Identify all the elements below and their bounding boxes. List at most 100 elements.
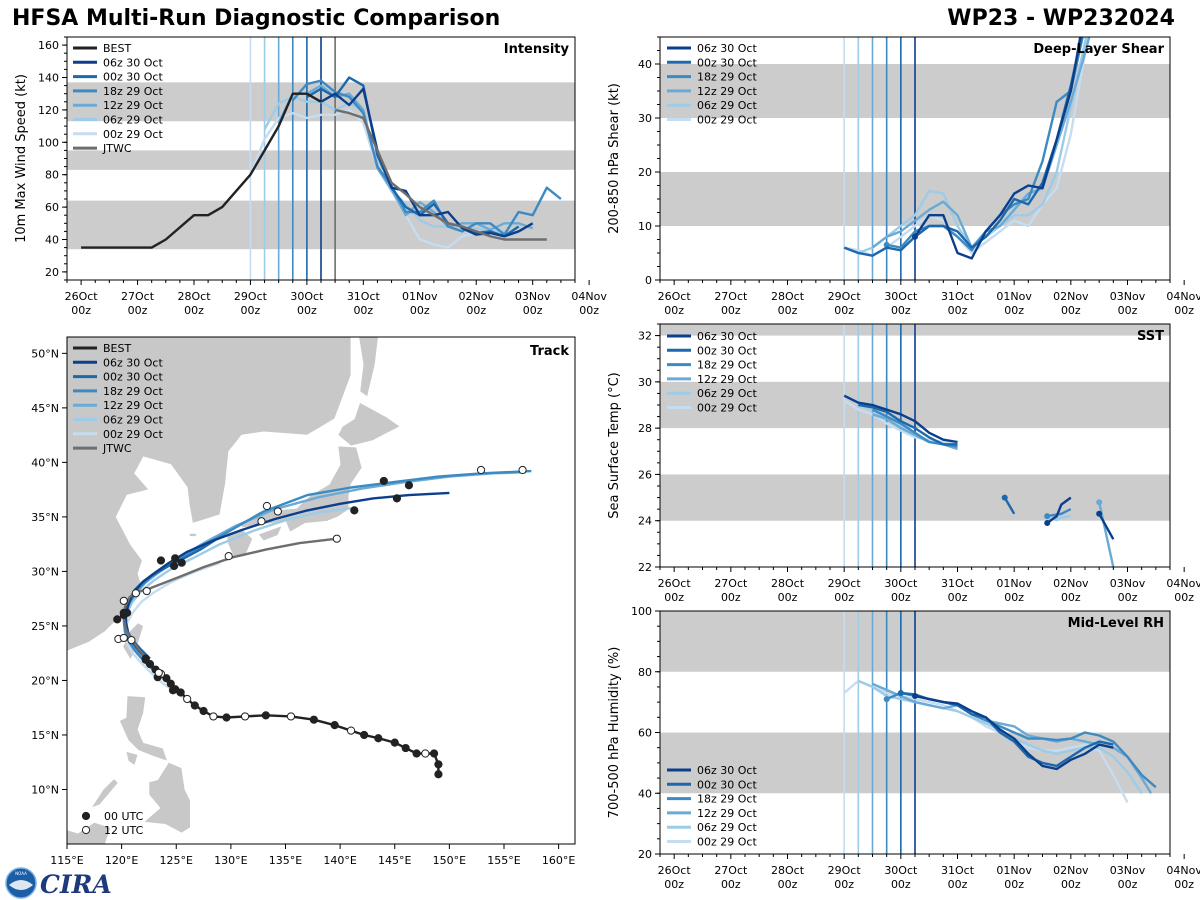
x-tick-label: 00z [721, 304, 741, 317]
y-tick-label: 45°N [31, 402, 59, 415]
y-tick-label: 140 [38, 72, 59, 85]
x-tick-label: 00z [778, 304, 798, 317]
x-tick-label: 00z [664, 591, 684, 604]
marker-00utc [401, 743, 410, 753]
y-tick-label: 30 [638, 376, 652, 389]
marker-12utc [131, 589, 140, 598]
series-group [81, 76, 562, 249]
y-tick-label: 40 [638, 787, 652, 800]
legend-label: 12z 29 Oct [697, 373, 757, 386]
x-tick-label: 04Nov [571, 290, 607, 303]
y-tick-label: 80 [45, 169, 59, 182]
x-tick-label: 03Nov [1110, 577, 1146, 590]
panel-title: Track [530, 344, 569, 359]
x-tick-label: 31Oct [941, 577, 975, 590]
x-tick-label: 00z [834, 878, 854, 891]
marker-12utc [257, 517, 266, 526]
series-line-00z-30-oct [1003, 496, 1016, 515]
x-tick-label: 01Nov [402, 290, 438, 303]
y-tick-label: 40 [45, 234, 59, 247]
x-tick-label: 00z [1061, 878, 1081, 891]
legend-label: 00z 29 Oct [697, 114, 757, 127]
marker-12utc [346, 726, 356, 735]
x-tick-label: 00z [128, 304, 148, 317]
legend-marker [81, 811, 91, 821]
x-tick-label: 00z [834, 591, 854, 604]
marker-00utc [412, 749, 421, 758]
x-tick-label: 130°E [214, 854, 247, 867]
track-line-jtwc [122, 537, 337, 660]
x-tick-label: 160°E [542, 854, 575, 867]
x-tick-label: 00z [1061, 591, 1081, 604]
y-tick-label: 26 [638, 468, 652, 481]
legend-label: 18z 29 Oct [103, 385, 163, 398]
x-tick-label: 00z [1174, 878, 1194, 891]
y-tick-label: 0 [645, 274, 652, 287]
y-tick-label: 120 [38, 104, 59, 117]
panel-rh: 2040608010026Oct00z27Oct00z28Oct00z29Oct… [607, 605, 1200, 891]
storm-id-title: WP23 - WP232024 [947, 6, 1175, 31]
marker-00utc [119, 608, 128, 617]
borneo-edge [67, 821, 112, 844]
y-tick-label: 35°N [31, 511, 59, 524]
x-tick-label: 31Oct [941, 864, 975, 877]
x-tick-label: 00z [1118, 304, 1138, 317]
y-tick-label: 20 [45, 266, 59, 279]
legend-label: 00z 29 Oct [697, 402, 757, 415]
marker-12utc [273, 507, 282, 516]
series-line-06z-30-oct [320, 87, 534, 238]
palawan [89, 778, 119, 809]
series-line-00z-29-oct [843, 679, 1129, 803]
legend-label: 00z 29 Oct [103, 428, 163, 441]
y-tick-label: 20 [638, 848, 652, 861]
panel-shear: 01020304026Oct00z27Oct00z28Oct00z29Oct00… [607, 36, 1200, 317]
y-tick-label: 100 [38, 136, 59, 149]
init-point [912, 693, 918, 700]
y-axis-label: 10m Max Wind Speed (kt) [14, 74, 29, 243]
x-tick-label: 01Nov [996, 864, 1032, 877]
marker-00utc [404, 481, 414, 490]
marker-00utc [177, 558, 186, 567]
legend-label: 06z 30 Oct [697, 42, 757, 55]
y-axis-label: Sea Surface Temp (°C) [607, 372, 622, 519]
x-tick-label: 29Oct [828, 577, 862, 590]
x-tick-label: 03Nov [1110, 290, 1146, 303]
series-line-06z-30-oct [914, 694, 1114, 771]
cira-logo-text: CIRA [40, 870, 112, 899]
x-tick-label: 27Oct [714, 864, 748, 877]
y-tick-label: 10°N [31, 783, 59, 796]
x-tick-label: 00z [721, 878, 741, 891]
series-line-12z-29-oct [277, 84, 534, 231]
x-tick-label: 00z [1118, 878, 1138, 891]
series-line-06z-30-oct [843, 394, 958, 444]
x-tick-label: 27Oct [121, 290, 155, 303]
legend-label: 00z 30 Oct [103, 371, 163, 384]
x-tick-label: 28Oct [771, 864, 805, 877]
x-tick-label: 00z [1174, 304, 1194, 317]
init-point [1044, 520, 1051, 527]
marker-00utc [390, 738, 399, 747]
y-tick-label: 28 [638, 422, 652, 435]
x-tick-label: 29Oct [828, 290, 862, 303]
x-tick-label: 30Oct [884, 290, 918, 303]
y-tick-label: 40°N [31, 456, 59, 469]
x-tick-label: 120°E [105, 854, 138, 867]
legend-label: 06z 29 Oct [103, 114, 163, 127]
panel-title: Mid-Level RH [1068, 616, 1164, 631]
x-tick-label: 28Oct [771, 577, 805, 590]
x-tick-label: 155°E [487, 854, 520, 867]
x-tick-label: 27Oct [714, 577, 748, 590]
legend-label: BEST [103, 342, 131, 355]
x-tick-label: 00z [778, 878, 798, 891]
panel-track: 115°E 120°E 125°E 130°E 135°E 140°E 145°E 150°E… [31, 336, 576, 867]
x-tick-label: 00z [721, 591, 741, 604]
legend-label: 18z 29 Oct [697, 793, 757, 806]
x-tick-label: 140°E [323, 854, 356, 867]
legend-label: BEST [103, 42, 131, 55]
plot-frame [66, 336, 576, 845]
y-tick-label: 30 [638, 112, 652, 125]
init-point [883, 696, 890, 703]
x-tick-label: 00z [948, 304, 968, 317]
legend-label: 06z 30 Oct [103, 56, 163, 69]
series-line-18z-29-oct [1047, 508, 1072, 518]
